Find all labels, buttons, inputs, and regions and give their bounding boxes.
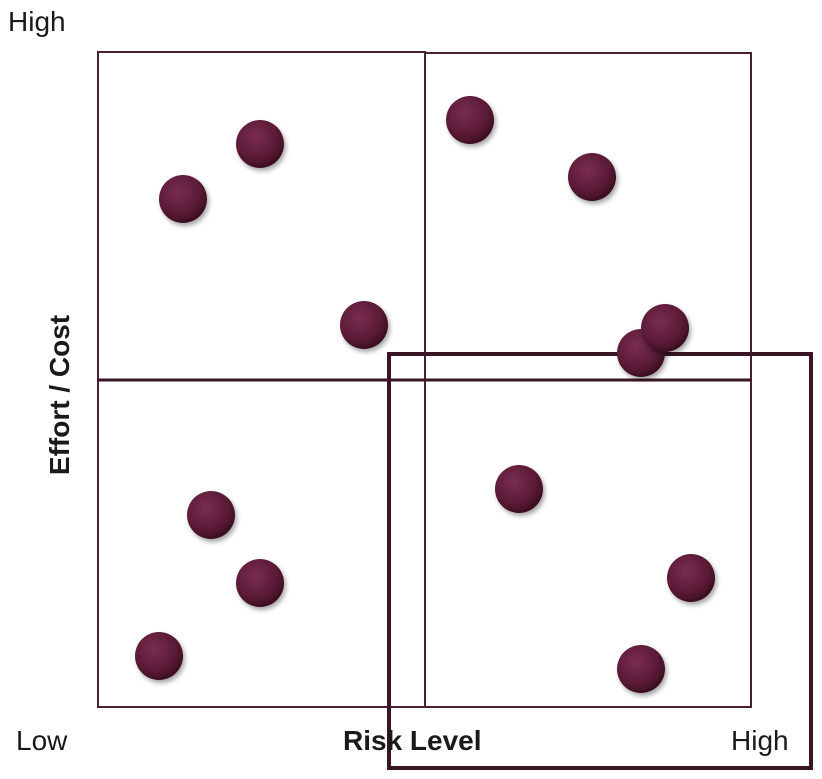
item-dot	[236, 559, 284, 607]
x-axis-title: Risk Level	[343, 725, 482, 756]
item-dot	[495, 465, 543, 513]
item-dot	[446, 96, 494, 144]
x-axis-low-label: Low	[16, 725, 68, 756]
item-dot	[667, 554, 715, 602]
item-dot	[187, 491, 235, 539]
item-dot	[617, 645, 665, 693]
item-dot	[236, 120, 284, 168]
y-axis-high-label: High	[8, 6, 66, 37]
x-axis-high-label: High	[731, 725, 789, 756]
highlight-box	[387, 352, 813, 770]
item-dot	[568, 153, 616, 201]
item-dot	[159, 175, 207, 223]
item-dot	[641, 304, 689, 352]
quadrant-bottom-right	[424, 379, 752, 708]
y-axis-title: Effort / Cost	[44, 314, 75, 476]
item-dot	[135, 632, 183, 680]
item-dot	[340, 301, 388, 349]
